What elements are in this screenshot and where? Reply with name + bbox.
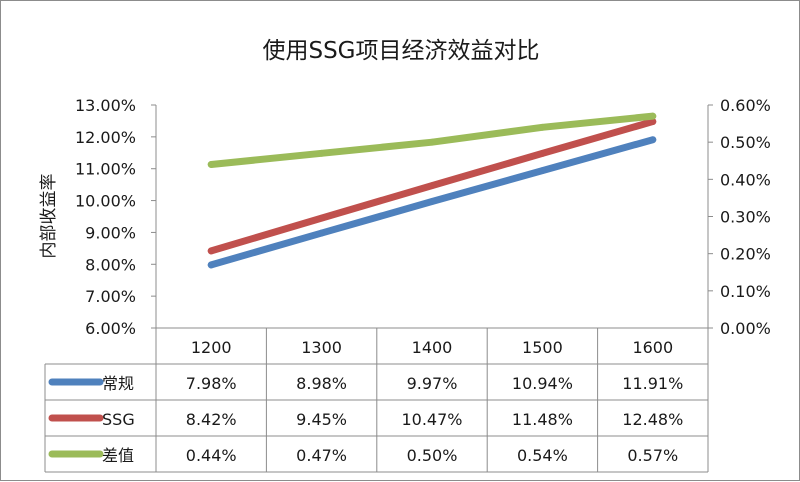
data-label: 8.42%: [186, 410, 237, 429]
left-tick-label: 6.00%: [85, 319, 136, 338]
category-label: 1400: [412, 338, 453, 357]
series-point-1: [649, 118, 657, 125]
left-tick-label: 12.00%: [75, 128, 136, 147]
data-label: 9.45%: [296, 410, 347, 429]
left-tick-label: 13.00%: [75, 96, 136, 115]
series-point-2: [207, 161, 215, 168]
left-tick-label: 8.00%: [85, 255, 136, 274]
data-label: 11.48%: [512, 410, 573, 429]
left-tick-label: 9.00%: [85, 223, 136, 242]
right-tick-label: 0.30%: [720, 208, 771, 227]
y-axis-label: 内部收益率: [39, 174, 59, 259]
series-point-2: [428, 138, 436, 146]
data-label: 10.47%: [401, 410, 462, 429]
data-label: 8.98%: [296, 374, 347, 393]
left-tick-label: 11.00%: [75, 160, 136, 179]
series-point-1: [539, 150, 546, 157]
legend-label: 差值: [102, 446, 134, 465]
data-label: 0.50%: [407, 446, 458, 465]
series-point-1: [428, 182, 436, 190]
data-label: 9.97%: [407, 374, 458, 393]
category-label: 1600: [632, 338, 673, 357]
legend-label: SSG: [102, 410, 135, 429]
series-point-1: [318, 214, 325, 222]
data-label: 0.44%: [186, 446, 237, 465]
series-point-2: [318, 149, 325, 157]
data-label: 11.91%: [622, 374, 683, 393]
left-tick-label: 10.00%: [75, 192, 136, 211]
data-label: 0.57%: [627, 446, 678, 465]
category-label: 1300: [301, 338, 342, 357]
series-point-0: [649, 136, 657, 144]
chart-title: 使用SSG项目经济效益对比: [262, 38, 539, 64]
right-tick-label: 0.40%: [720, 170, 771, 189]
right-tick-label: 0.60%: [720, 96, 771, 115]
category-label: 1500: [522, 338, 563, 357]
series-point-2: [539, 123, 546, 131]
series-point-1: [207, 247, 215, 255]
category-label: 1200: [191, 338, 232, 357]
right-tick-label: 0.00%: [720, 319, 771, 338]
series-point-0: [207, 261, 215, 269]
left-tick-label: 7.00%: [85, 287, 136, 306]
series-point-2: [649, 112, 657, 120]
right-tick-label: 0.10%: [720, 282, 771, 301]
right-tick-label: 0.20%: [720, 245, 771, 264]
series-point-0: [318, 229, 325, 237]
legend-label: 常规: [102, 374, 134, 393]
data-label: 0.54%: [517, 446, 568, 465]
data-label: 10.94%: [512, 374, 573, 393]
series-point-0: [428, 198, 436, 205]
series-point-0: [539, 167, 546, 175]
data-label: 0.47%: [296, 446, 347, 465]
right-tick-label: 0.50%: [720, 133, 771, 152]
data-label: 12.48%: [622, 410, 683, 429]
data-label: 7.98%: [186, 374, 237, 393]
